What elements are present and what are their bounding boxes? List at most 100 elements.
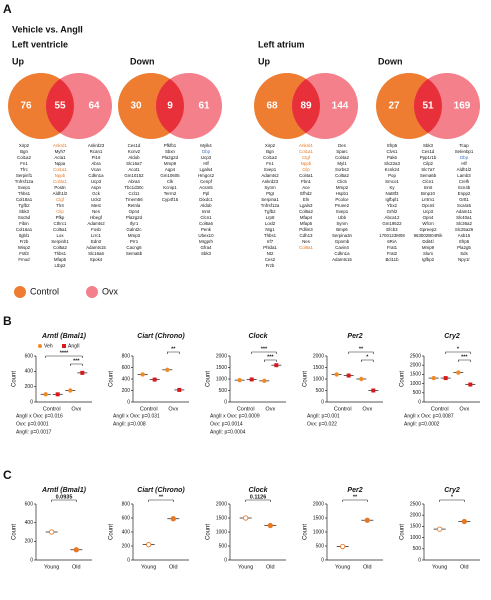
gene-name: Slc36a2 — [456, 221, 472, 226]
legend-swatch — [14, 286, 26, 298]
data-point — [359, 376, 364, 382]
venn-count: 55 — [54, 101, 66, 112]
gene-name: Ucp3 — [423, 209, 434, 214]
y-tick-label: 200 — [25, 539, 34, 545]
gene-name: Hlf — [461, 161, 467, 166]
significance-label: 0.0935 — [56, 494, 73, 500]
stat-text: AngII x Ovx: p=0.031 — [113, 413, 160, 419]
data-point — [431, 375, 436, 381]
gene-name: Sbk3 — [423, 143, 434, 148]
gene-name: Prr1 — [130, 239, 139, 244]
gene-name: Ccl11 — [129, 191, 140, 196]
gene-name: Adam11 — [456, 209, 473, 214]
venn-count: 144 — [332, 101, 349, 112]
y-tick-label: 1500 — [313, 515, 324, 521]
gene-name: Abra — [91, 161, 101, 166]
gene-name: Lgals3 — [300, 203, 313, 208]
significance-bracket — [245, 499, 271, 502]
data-point — [340, 543, 346, 550]
gene-name: Gm10152 — [124, 173, 144, 178]
venn-overlap — [46, 73, 74, 139]
venn-count: 30 — [130, 101, 142, 112]
gene-name: Gm19522 — [382, 221, 402, 226]
significance-bracket — [439, 499, 465, 502]
venn-count: 64 — [88, 101, 100, 112]
gene-name: Eln — [303, 197, 310, 202]
y-axis-label: Count — [12, 371, 18, 387]
data-point — [55, 392, 60, 397]
gene-name: Kcnv2 — [128, 149, 141, 154]
gene-name: Cavin4 — [335, 245, 349, 250]
y-tick-label: 2000 — [313, 353, 324, 359]
gene-name: Pop — [388, 173, 396, 178]
gene-name: Penk — [201, 227, 212, 232]
significance-label: ** — [171, 346, 176, 352]
gene-name: Sfrp5 — [459, 239, 470, 244]
gene-name: Phlda1 — [263, 245, 277, 250]
y-tick-label: 1000 — [410, 381, 421, 387]
x-tick-label: Old — [363, 564, 372, 570]
significance-label: *** — [461, 354, 468, 360]
gene-name: Mmp3 — [128, 233, 141, 238]
gene-name: Ucp3 — [91, 179, 102, 184]
x-tick-label: Young — [238, 564, 253, 570]
gene-name: Ybx2 — [387, 203, 398, 208]
x-tick-label: Ovx — [362, 406, 372, 412]
data-point — [334, 372, 339, 377]
venn-title: Up — [258, 56, 270, 66]
gene-name: Sds — [460, 251, 468, 256]
x-tick-label: Young — [44, 564, 59, 570]
y-tick-label: 0 — [321, 399, 324, 405]
gene-name: Frat1 — [387, 245, 398, 250]
gene-name: Ubex10 — [198, 233, 214, 238]
significance-bracket — [458, 359, 471, 362]
group-title: Left ventricle — [12, 39, 68, 49]
panel-label: B — [3, 314, 12, 328]
stat-text: AngII x Ovx: p=0.0087 — [404, 413, 454, 419]
gene-name: Nppb — [301, 161, 312, 166]
gene-name: Thbs1 — [264, 233, 277, 238]
significance-label: * — [457, 346, 460, 352]
gene-name: Ppl — [203, 191, 209, 196]
gene-name: Acta1 — [54, 155, 66, 160]
gene-name: Ddit4l — [422, 239, 433, 244]
gene-name: Des — [338, 143, 347, 148]
significance-label: *** — [261, 346, 268, 352]
gene-name: Col1a2 — [263, 155, 277, 160]
y-tick-label: 0 — [30, 399, 33, 405]
x-tick-label: Ovx — [265, 406, 275, 412]
gene-name: Dbp — [202, 149, 211, 154]
data-point — [437, 526, 443, 532]
gene-name: Clcn1 — [200, 215, 212, 220]
gene-name: Enpp2 — [458, 191, 471, 196]
significance-bracket — [51, 499, 77, 502]
significance-bracket — [348, 351, 374, 354]
gene-name: Adamts15 — [86, 245, 106, 250]
gene-name: Grtt1 — [459, 197, 469, 202]
gene-name: Slum — [423, 251, 433, 256]
gene-name: Sparc — [336, 149, 348, 154]
y-tick-label: 2500 — [410, 501, 421, 507]
gene-name: Lamb3 — [457, 173, 471, 178]
data-point — [249, 377, 254, 382]
venn-count: 76 — [20, 101, 32, 112]
y-tick-label: 2000 — [313, 501, 324, 507]
y-tick-label: 0 — [224, 557, 227, 563]
y-tick-label: 500 — [219, 388, 228, 394]
gene-name: Pfkfb1 — [164, 143, 177, 148]
data-point — [443, 376, 448, 381]
gene-name: Cdkn1a — [334, 251, 350, 256]
y-axis-label: Count — [303, 371, 309, 387]
gene-name: Myh7 — [55, 149, 66, 154]
y-tick-label: 0 — [418, 557, 421, 563]
gene-name: Serpinh1 — [51, 239, 69, 244]
significance-label: ** — [159, 494, 164, 500]
gene-name: Nes — [92, 209, 101, 214]
x-tick-label: Ovx — [168, 406, 178, 412]
gene-name: Col6a6 — [199, 221, 213, 226]
gene-name: Lrrtm1 — [422, 197, 435, 202]
gene-name: Tcap — [459, 143, 469, 148]
gene-name: Col5a2 — [299, 209, 313, 214]
gene-name: Ankrd23 — [262, 179, 279, 184]
gene-name: Nes — [302, 239, 311, 244]
